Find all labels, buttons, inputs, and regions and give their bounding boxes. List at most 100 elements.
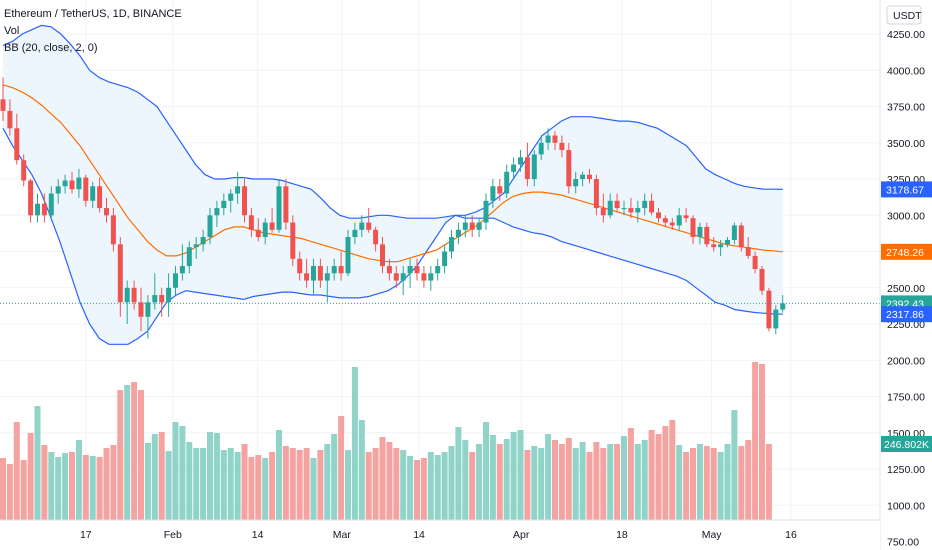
candle-body[interactable] xyxy=(242,186,247,216)
candle-body[interactable] xyxy=(221,200,227,209)
candle-body[interactable] xyxy=(483,200,489,223)
candle-body[interactable] xyxy=(449,237,454,252)
candle-body[interactable] xyxy=(497,186,503,194)
candle-body[interactable] xyxy=(628,208,634,213)
candle-body[interactable] xyxy=(235,186,241,194)
candle-body[interactable] xyxy=(255,229,261,238)
candle-body[interactable] xyxy=(352,229,358,238)
candle-body[interactable] xyxy=(304,273,310,281)
candle-body[interactable] xyxy=(731,225,737,240)
bollinger-bands-label[interactable]: BB (20, close, 2, 0) xyxy=(4,42,98,54)
candle-body[interactable] xyxy=(55,186,61,194)
candle-body[interactable] xyxy=(35,203,40,216)
candle-body[interactable] xyxy=(780,303,786,310)
candle-body[interactable] xyxy=(366,222,372,230)
candle-body[interactable] xyxy=(297,258,303,274)
candle-body[interactable] xyxy=(759,268,765,291)
candle-body[interactable] xyxy=(193,244,199,248)
candle-body[interactable] xyxy=(504,171,510,194)
candle-body[interactable] xyxy=(745,247,751,256)
candle-body[interactable] xyxy=(41,203,47,216)
candle-body[interactable] xyxy=(173,273,178,288)
candle-body[interactable] xyxy=(428,273,434,281)
candle-body[interactable] xyxy=(97,186,103,209)
candle-body[interactable] xyxy=(48,193,54,216)
candle-body[interactable] xyxy=(21,160,27,181)
candle-body[interactable] xyxy=(773,309,779,329)
candle-body[interactable] xyxy=(607,200,613,216)
candle-body[interactable] xyxy=(69,180,75,190)
candle-body[interactable] xyxy=(524,157,530,180)
candle-body[interactable] xyxy=(0,99,6,111)
candle-body[interactable] xyxy=(131,287,137,303)
candle-body[interactable] xyxy=(269,222,275,230)
candle-body[interactable] xyxy=(462,222,468,230)
candle-body[interactable] xyxy=(725,239,730,245)
candle-body[interactable] xyxy=(421,273,427,281)
candle-body[interactable] xyxy=(117,244,123,303)
candle-body[interactable] xyxy=(469,222,475,230)
candle-body[interactable] xyxy=(593,179,599,209)
candle-body[interactable] xyxy=(283,186,289,223)
candle-body[interactable] xyxy=(587,174,592,180)
candle-body[interactable] xyxy=(690,218,696,238)
candle-body[interactable] xyxy=(83,177,89,201)
candle-body[interactable] xyxy=(718,244,724,248)
candle-body[interactable] xyxy=(600,208,606,216)
candle-body[interactable] xyxy=(455,229,461,238)
candle-body[interactable] xyxy=(317,266,323,281)
candle-body[interactable] xyxy=(386,266,392,274)
volume-indicator-label[interactable]: Vol xyxy=(4,25,20,37)
candle-body[interactable] xyxy=(766,290,772,329)
candle-body[interactable] xyxy=(152,295,158,303)
bollinger-lower-tag[interactable] xyxy=(881,306,932,323)
candle-body[interactable] xyxy=(531,154,537,180)
candle-body[interactable] xyxy=(580,174,586,180)
candle-body[interactable] xyxy=(711,244,717,248)
bollinger-upper-tag[interactable] xyxy=(881,181,932,198)
candle-body[interactable] xyxy=(338,266,344,274)
candle-body[interactable] xyxy=(373,229,379,245)
candle-body[interactable] xyxy=(538,142,544,155)
candle-body[interactable] xyxy=(138,302,144,317)
candle-body[interactable] xyxy=(62,180,68,187)
candle-body[interactable] xyxy=(635,208,641,213)
candle-body[interactable] xyxy=(676,215,682,226)
candle-body[interactable] xyxy=(124,287,130,303)
candle-body[interactable] xyxy=(228,193,234,201)
candle-body[interactable] xyxy=(324,273,330,281)
candle-body[interactable] xyxy=(145,302,151,317)
candle-body[interactable] xyxy=(159,295,165,303)
bollinger-basis-line[interactable] xyxy=(2,84,783,263)
candle-body[interactable] xyxy=(662,218,668,223)
candle-body[interactable] xyxy=(76,177,82,190)
candle-body[interactable] xyxy=(104,208,109,216)
candle-body[interactable] xyxy=(311,266,316,281)
bollinger-lower-line[interactable] xyxy=(2,128,783,345)
candle-body[interactable] xyxy=(697,226,703,238)
candle-body[interactable] xyxy=(704,226,710,245)
candle-body[interactable] xyxy=(179,266,185,274)
candle-body[interactable] xyxy=(476,222,482,230)
candle-body[interactable] xyxy=(276,186,282,230)
candle-body[interactable] xyxy=(442,251,448,267)
candle-body[interactable] xyxy=(642,200,648,209)
candle-body[interactable] xyxy=(414,266,420,274)
candle-body[interactable] xyxy=(435,266,441,274)
candle-body[interactable] xyxy=(559,142,565,151)
candle-body[interactable] xyxy=(359,222,365,230)
bollinger-basis-tag[interactable] xyxy=(881,243,932,260)
candle-body[interactable] xyxy=(262,222,268,238)
candle-body[interactable] xyxy=(683,215,689,219)
symbol-title[interactable]: Ethereum / TetherUS, 1D, BINANCE xyxy=(4,8,182,20)
unit-selector-button[interactable] xyxy=(886,5,922,25)
candle-body[interactable] xyxy=(380,244,385,267)
candle-body[interactable] xyxy=(393,273,399,281)
candle-body[interactable] xyxy=(621,208,627,210)
candle-body[interactable] xyxy=(290,222,296,259)
candle-body[interactable] xyxy=(207,215,213,238)
bollinger-upper-line[interactable] xyxy=(2,24,783,219)
candle-body[interactable] xyxy=(345,237,351,274)
candle-body[interactable] xyxy=(110,215,116,245)
